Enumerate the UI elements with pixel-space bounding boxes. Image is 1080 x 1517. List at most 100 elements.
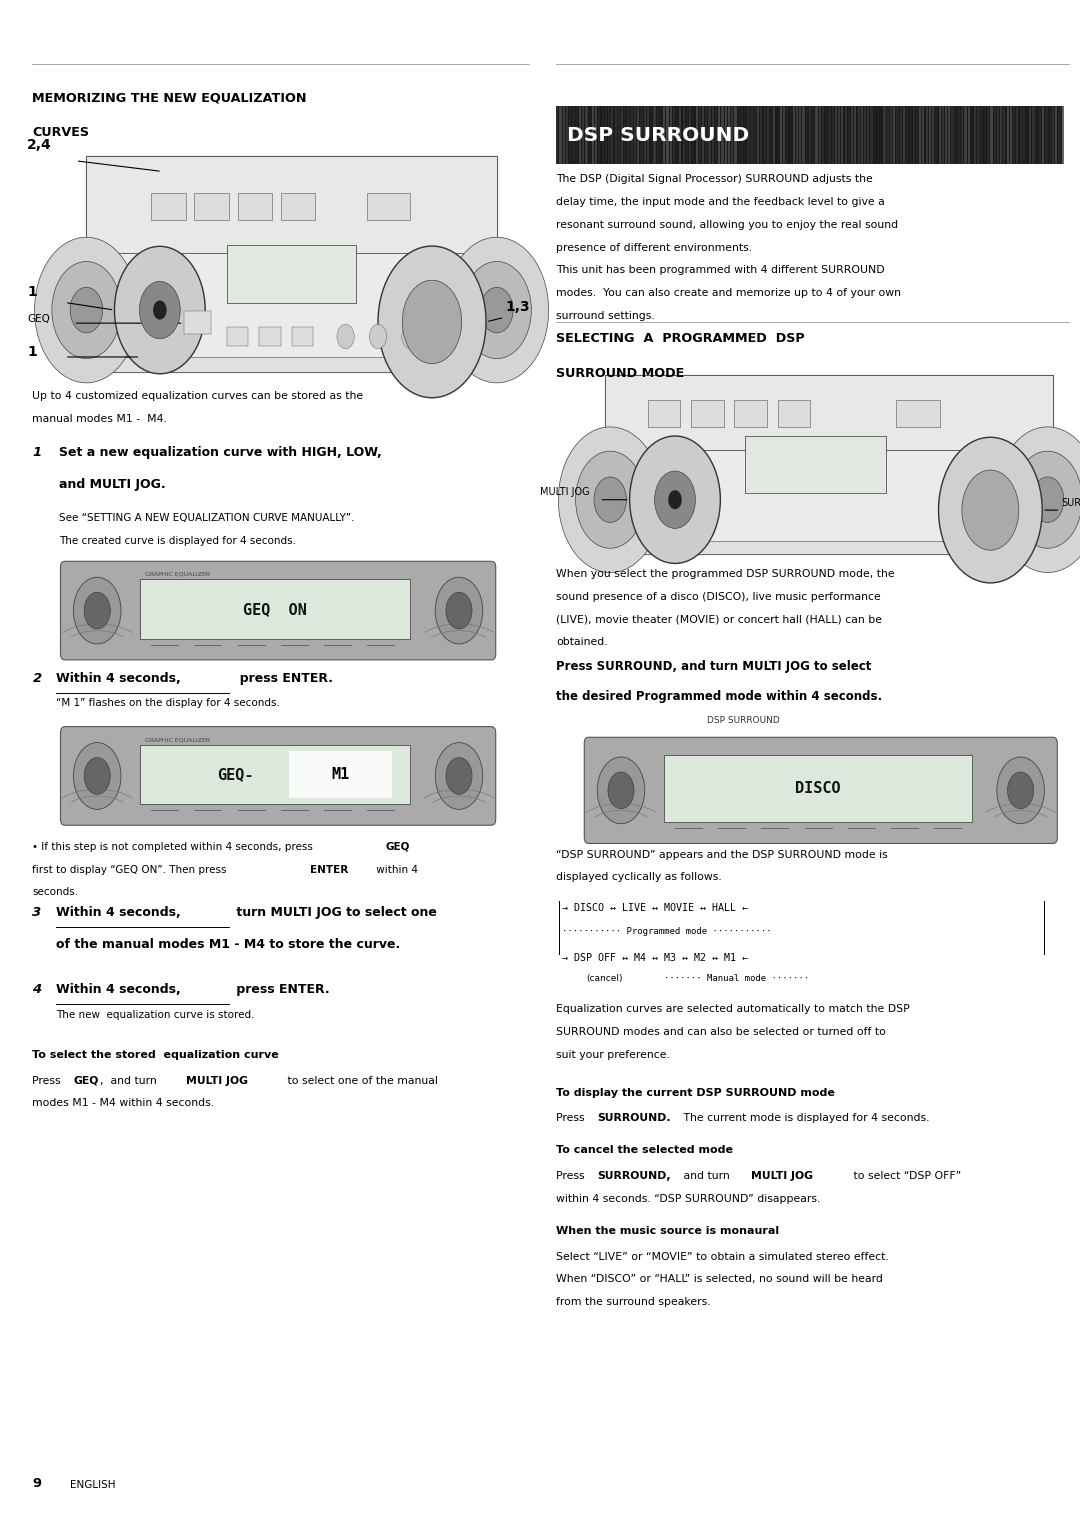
Text: “M 1” flashes on the display for 4 seconds.: “M 1” flashes on the display for 4 secon… [56, 698, 280, 708]
Bar [909, 106, 912, 164]
Bar [627, 106, 630, 164]
Bar [718, 106, 720, 164]
Circle shape [35, 237, 138, 382]
Bar [812, 106, 814, 164]
Bar [971, 106, 973, 164]
Bar [592, 106, 594, 164]
Bar [751, 106, 753, 164]
Bar [140, 579, 410, 639]
Bar [1007, 106, 1009, 164]
Bar [890, 106, 892, 164]
Bar [640, 106, 643, 164]
Bar [660, 106, 662, 164]
Bar [896, 106, 899, 164]
Bar [874, 106, 876, 164]
Bar [566, 106, 568, 164]
Circle shape [446, 757, 472, 795]
Bar [906, 106, 908, 164]
Bar [602, 106, 604, 164]
Bar [1042, 106, 1044, 164]
Bar [151, 193, 186, 220]
Bar [1016, 106, 1018, 164]
Bar [1023, 106, 1025, 164]
Text: 9: 9 [32, 1476, 41, 1490]
Text: GRAPHIC EQUALIZER: GRAPHIC EQUALIZER [145, 572, 210, 576]
Bar [227, 328, 248, 346]
Bar [140, 745, 410, 804]
Text: GEQ: GEQ [386, 842, 410, 853]
Bar [589, 106, 591, 164]
Bar [977, 106, 980, 164]
Bar [951, 106, 954, 164]
Bar [1010, 106, 1012, 164]
Text: → DISCO ↔ LIVE ↔ MOVIE ↔ HALL ←: → DISCO ↔ LIVE ↔ MOVIE ↔ HALL ← [562, 903, 747, 913]
Bar [605, 542, 1053, 554]
Circle shape [435, 743, 483, 810]
Bar [848, 106, 850, 164]
Bar [757, 106, 759, 164]
Text: Press: Press [556, 1171, 589, 1182]
Bar [747, 106, 750, 164]
Bar [605, 451, 1053, 554]
Bar [870, 106, 873, 164]
Bar [893, 106, 895, 164]
Text: ,  and turn: , and turn [100, 1076, 161, 1086]
Text: delay time, the input mode and the feedback level to give a: delay time, the input mode and the feedb… [556, 197, 885, 208]
Text: and turn: and turn [680, 1171, 733, 1182]
Bar [780, 106, 782, 164]
Text: 4: 4 [32, 983, 42, 997]
Text: This unit has been programmed with 4 different SURROUND: This unit has been programmed with 4 dif… [556, 265, 885, 276]
Bar [926, 106, 928, 164]
Bar [919, 106, 921, 164]
Text: within 4: within 4 [373, 865, 418, 875]
Circle shape [594, 476, 626, 522]
Circle shape [52, 261, 121, 358]
Bar [572, 106, 575, 164]
Bar [783, 106, 785, 164]
Bar [770, 106, 772, 164]
Bar [841, 106, 843, 164]
Bar [683, 106, 685, 164]
Bar [86, 156, 497, 253]
Circle shape [654, 472, 696, 528]
Text: displayed cyclically as follows.: displayed cyclically as follows. [556, 872, 721, 883]
FancyBboxPatch shape [60, 561, 496, 660]
Text: press ENTER.: press ENTER. [232, 983, 329, 997]
Circle shape [446, 592, 472, 630]
Bar [955, 106, 957, 164]
Circle shape [73, 578, 121, 645]
Bar [582, 106, 584, 164]
Bar [1026, 106, 1028, 164]
Text: • If this step is not completed within 4 seconds, press: • If this step is not completed within 4… [32, 842, 316, 853]
Bar [1013, 106, 1015, 164]
Bar [835, 106, 837, 164]
Text: To select the stored  equalization curve: To select the stored equalization curve [32, 1050, 279, 1060]
Bar [819, 106, 821, 164]
Circle shape [73, 743, 121, 810]
Circle shape [597, 757, 645, 824]
Bar [806, 106, 808, 164]
Text: Equalization curves are selected automatically to match the DSP: Equalization curves are selected automat… [556, 1004, 910, 1015]
Bar [767, 106, 769, 164]
Bar [563, 106, 565, 164]
Text: To cancel the selected mode: To cancel the selected mode [556, 1145, 733, 1156]
Bar [738, 106, 740, 164]
Bar [825, 106, 827, 164]
Bar [194, 193, 229, 220]
Circle shape [462, 261, 531, 358]
Bar [1020, 106, 1022, 164]
Bar [828, 106, 831, 164]
Bar [867, 106, 869, 164]
Text: SURROUND.: SURROUND. [597, 1113, 671, 1124]
Bar [734, 106, 737, 164]
Bar [702, 106, 704, 164]
Bar [964, 106, 967, 164]
Text: press ENTER.: press ENTER. [231, 672, 333, 686]
Bar [598, 106, 600, 164]
Text: modes M1 - M4 within 4 seconds.: modes M1 - M4 within 4 seconds. [32, 1098, 215, 1109]
Bar [984, 106, 986, 164]
Bar [883, 106, 886, 164]
Bar [945, 106, 947, 164]
Bar [968, 106, 970, 164]
Text: to select one of the manual: to select one of the manual [284, 1076, 437, 1086]
